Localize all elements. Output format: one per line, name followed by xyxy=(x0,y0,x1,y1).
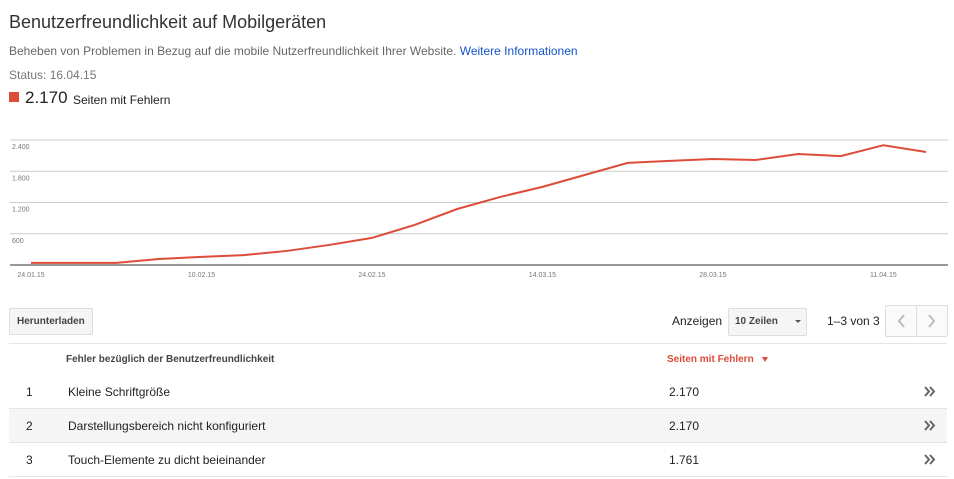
x-tick-label: 10.02.15 xyxy=(188,272,215,279)
prev-page[interactable] xyxy=(885,305,917,337)
table-row[interactable]: 2 Darstellungsbereich nicht konfiguriert 2… xyxy=(9,409,947,443)
chevron-left xyxy=(897,314,905,328)
show-label: Anzeigen xyxy=(672,314,723,328)
table-row[interactable]: 3 Touch-Elemente zu dicht beieinander 1.76… xyxy=(9,443,947,477)
x-tick-label: 14.03.15 xyxy=(529,272,556,279)
rows-select-text: 10 Zeilen xyxy=(735,316,778,327)
page-range: 1–3 von 3 xyxy=(827,314,880,328)
status: Status: 16.04.15 xyxy=(9,68,97,82)
issue-name: Touch-Elemente zu dicht beieinander xyxy=(68,453,266,467)
table-header: Fehler bezüglich der Benutzerfreundlichk… xyxy=(9,343,947,376)
next-page[interactable] xyxy=(916,305,948,337)
more-info-link[interactable]: Weitere Informationen xyxy=(459,44,578,58)
y-tick-label: 2.400 xyxy=(12,144,30,151)
chevron-right xyxy=(928,314,936,328)
y-tick-label: 1.200 xyxy=(12,207,30,214)
page-count: 2.170 xyxy=(669,419,700,433)
rows-select[interactable]: 10 Zeilen xyxy=(728,308,807,336)
row-number: 1 xyxy=(26,385,33,399)
y-tick-label: 1.800 xyxy=(12,175,30,182)
x-tick-label: 28.03.15 xyxy=(699,272,726,279)
description-text: Beheben von Problemen in Bezug auf die m… xyxy=(9,44,457,58)
table-row[interactable]: 1 Kleine Schriftgröße 2.170 xyxy=(9,375,947,409)
title: Benutzerfreundlichkeit auf Mobilgeräten xyxy=(9,12,327,32)
x-tick-label: 24.02.15 xyxy=(358,272,385,279)
x-tick-label: 24.01.15 xyxy=(17,272,44,279)
legend-label: Seiten mit Fehlern xyxy=(73,93,171,107)
page-count: 1.761 xyxy=(669,453,700,467)
column-header-sorted[interactable]: Seiten mit Fehlern xyxy=(667,354,754,365)
row-number: 3 xyxy=(26,453,33,467)
chart: 600 1.200 1.800 2.400 24.01.15 10.02.15 24.02.… xyxy=(10,139,948,279)
details-icon[interactable] xyxy=(924,386,936,397)
column-header: Fehler bezüglich der Benutzerfreundlichk… xyxy=(66,354,275,365)
details-icon[interactable] xyxy=(924,454,936,465)
sort-icon xyxy=(762,357,768,362)
row-number: 2 xyxy=(26,419,33,433)
line xyxy=(31,144,927,264)
y-tick-label: 600 xyxy=(12,238,24,245)
issue-name: Kleine Schriftgröße xyxy=(68,385,171,399)
download-button[interactable]: Herunterladen xyxy=(9,308,93,335)
legend-swatch xyxy=(9,92,19,102)
x-tick-label: 11.04.15 xyxy=(870,272,897,279)
dropdown-icon xyxy=(795,320,801,323)
details-icon[interactable] xyxy=(924,420,936,431)
page-count: 2.170 xyxy=(669,385,700,399)
total: 2.170 xyxy=(25,88,68,107)
description: Beheben von Problemen in Bezug auf die m… xyxy=(9,44,578,58)
issue-name: Darstellungsbereich nicht konfiguriert xyxy=(68,419,266,433)
